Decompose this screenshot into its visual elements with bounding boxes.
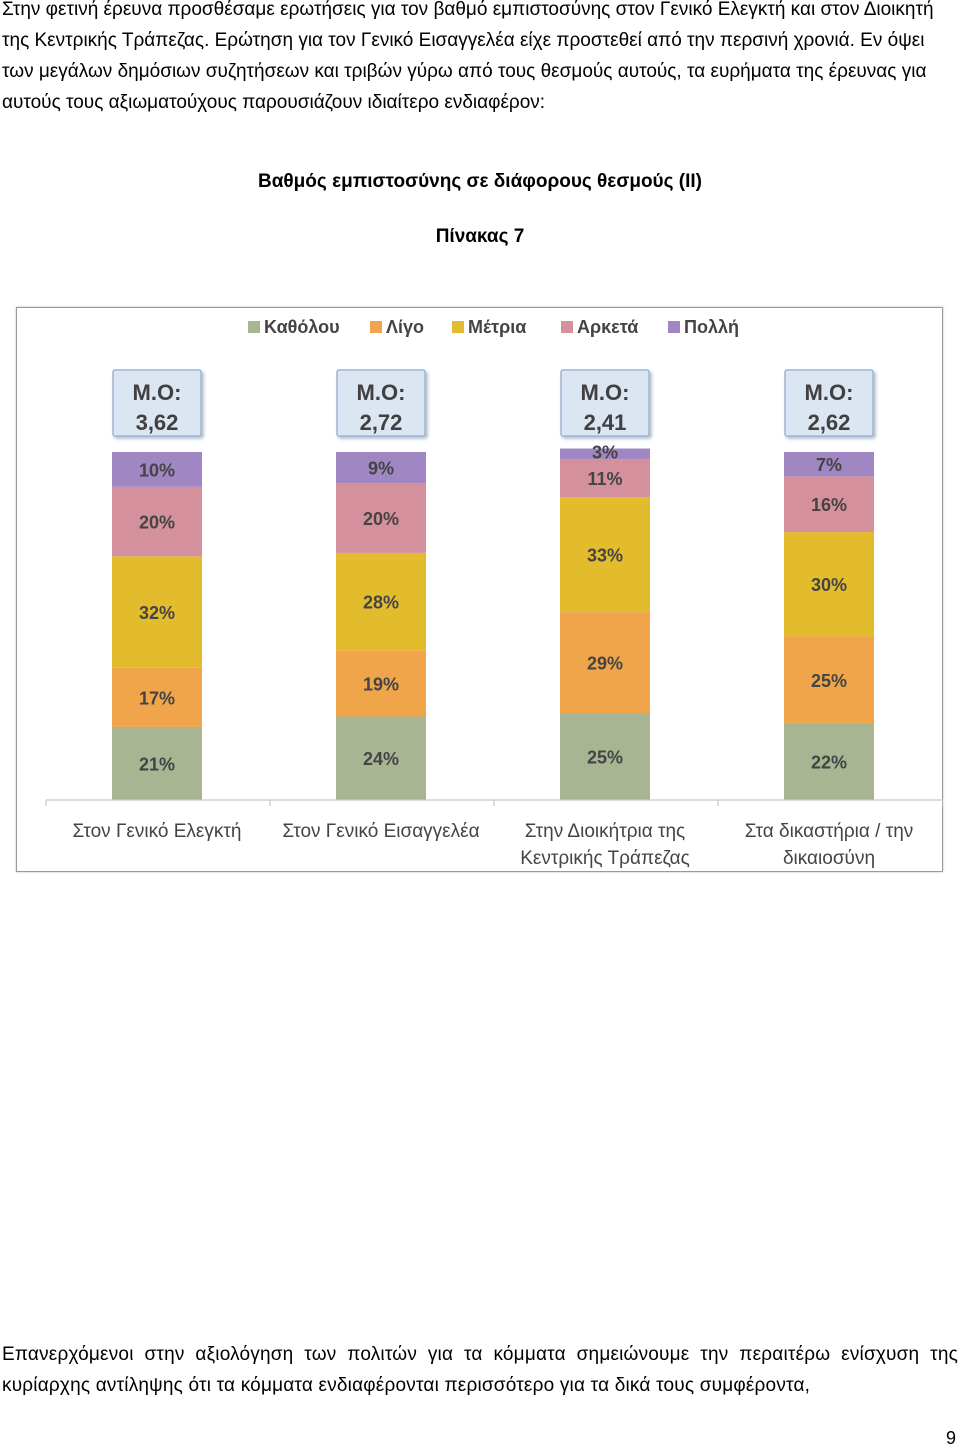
bar-segment (560, 497, 650, 613)
legend-label-4: Αρκετά (577, 317, 638, 337)
legend-swatch-1 (248, 321, 260, 333)
x-tick-label: Στον Γενικό Ελεγκτή (73, 821, 242, 842)
bar-segment (560, 458, 650, 498)
bar-segment (784, 452, 874, 477)
data-label: 10% (139, 460, 175, 480)
legend-label-3: Μέτρια (468, 317, 526, 337)
bar-segment (784, 636, 874, 724)
data-label: 11% (587, 469, 622, 489)
data-label: 25% (587, 748, 623, 768)
bar-segment (112, 556, 202, 668)
bar-segment (336, 452, 426, 484)
bar-segment (784, 532, 874, 637)
data-label: 17% (139, 688, 175, 708)
bar-segment (112, 486, 202, 557)
bar-segment (336, 716, 426, 800)
data-label: 3% (592, 443, 618, 463)
mean-value: 2,41 (584, 410, 627, 435)
bar-segment (112, 667, 202, 727)
table-label: Πίνακας 7 (435, 226, 525, 247)
stacked-bar-chart: Καθόλου Λίγο Μέτρια Αρκετά Πολλή 21% 17% 32% 20%… (45, 317, 943, 869)
mean-label: Μ.Ο: (805, 380, 854, 405)
figure-title: Βαθμός εμπιστοσύνης σε διάφορους θεσμούς… (258, 171, 702, 192)
chart-frame (16, 307, 943, 872)
bar-segment (112, 726, 202, 800)
mean-value: 2,62 (808, 410, 851, 435)
x-tick-label: Στην Διοικήτρια της (525, 821, 685, 842)
data-label: 24% (363, 749, 399, 769)
data-label: 28% (363, 593, 399, 613)
page-number: 9 (945, 1428, 956, 1448)
mean-box (336, 369, 426, 437)
bar-segment (784, 476, 874, 533)
legend-swatch-4 (561, 321, 573, 333)
legend-label-5: Πολλή (684, 317, 739, 337)
legend-label-2: Λίγο (386, 317, 424, 337)
x-tick-label: δικαιοσύνη (783, 848, 875, 869)
data-label: 20% (139, 513, 175, 533)
legend-swatch-3 (452, 321, 464, 333)
closing-paragraph: Επανερχόμενοι στην αξιολόγηση των πολιτώ… (2, 1344, 958, 1396)
data-label: 16% (811, 495, 847, 515)
bar-segment (336, 552, 426, 651)
mean-value: 2,72 (360, 410, 403, 435)
data-label: 22% (811, 753, 847, 773)
bar-segment (336, 650, 426, 717)
bar-segment (336, 483, 426, 553)
data-label: 20% (363, 509, 399, 529)
data-label: 32% (139, 603, 175, 623)
mean-label: Μ.Ο: (133, 380, 182, 405)
x-tick-label: Στα δικαστήρια / την (745, 821, 914, 842)
mean-box (112, 369, 202, 437)
bar-segment (112, 452, 202, 487)
data-label: 21% (139, 754, 175, 774)
data-label: 7% (816, 455, 842, 475)
mean-label: Μ.Ο: (357, 380, 406, 405)
x-tick-label: Στον Γενικό Εισαγγελέα (282, 821, 479, 842)
legend-swatch-5 (668, 321, 680, 333)
legend-swatch-2 (370, 321, 382, 333)
bar-segment (560, 713, 650, 800)
data-label: 29% (587, 654, 623, 674)
bar-segment (560, 448, 650, 459)
data-label: 25% (811, 671, 847, 691)
data-label: 30% (811, 575, 847, 595)
data-label: 19% (363, 674, 399, 694)
mean-box (784, 369, 874, 437)
bar-segment (560, 612, 650, 713)
intro-paragraph: Στην φετινή έρευνα προσθέσαμε ερωτήσεις … (2, 0, 934, 113)
bar-segment (784, 723, 874, 800)
x-tick-label: Κεντρικής Τράπεζας (520, 848, 690, 869)
mean-box (560, 369, 650, 437)
data-label: 33% (587, 546, 623, 566)
data-label: 9% (368, 459, 394, 479)
mean-value: 3,62 (136, 410, 179, 435)
mean-label: Μ.Ο: (581, 380, 630, 405)
legend-label-1: Καθόλου (264, 317, 340, 337)
